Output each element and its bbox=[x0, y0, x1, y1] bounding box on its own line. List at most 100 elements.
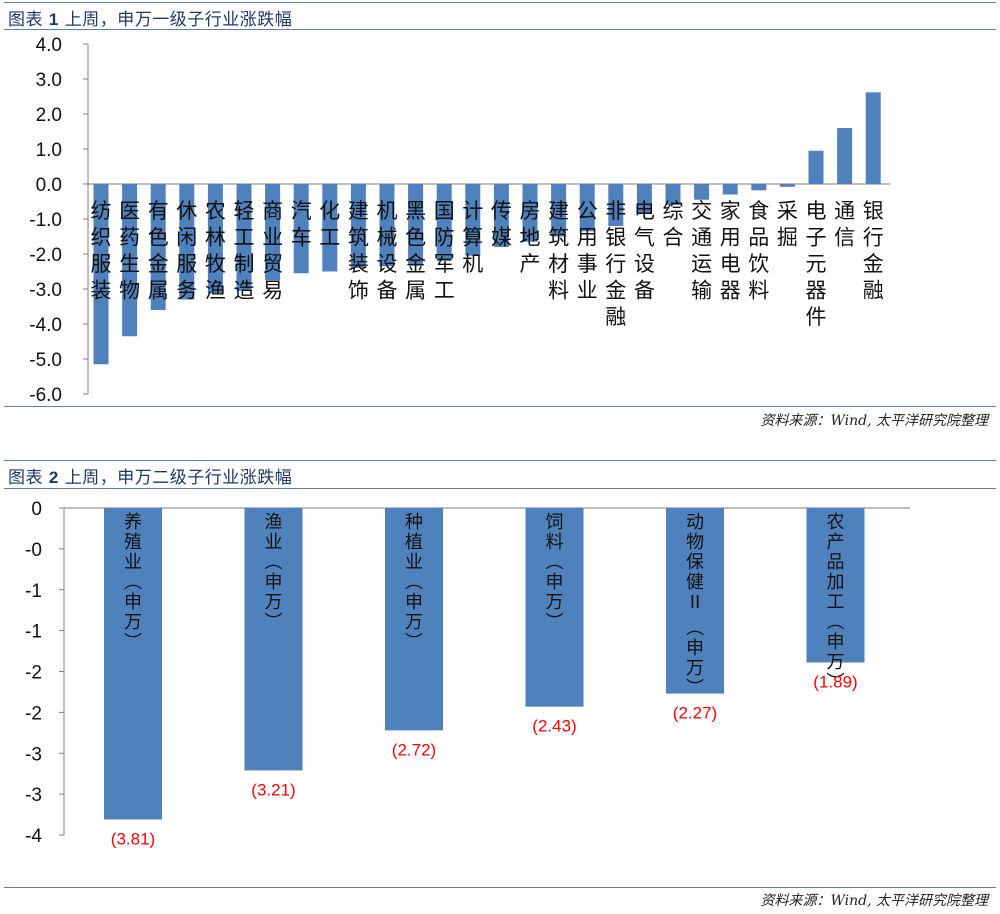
chart2-category-label: 养殖业︵申万︶ bbox=[124, 512, 142, 653]
chart1-top-rule bbox=[4, 2, 996, 3]
chart1-y-tick-label: 2.0 bbox=[36, 105, 62, 126]
chart1-bar bbox=[522, 184, 538, 242]
chart2-data-label: (3.81) bbox=[111, 829, 155, 848]
chart1-category-label: 家用电器 bbox=[720, 199, 741, 303]
chart1-bar bbox=[865, 92, 881, 184]
chart1-category-label: 采掘 bbox=[777, 199, 798, 250]
chart1-bar bbox=[322, 184, 338, 272]
chart2-bar bbox=[525, 508, 584, 707]
chart1-bar bbox=[579, 184, 595, 232]
chart1-bar bbox=[265, 184, 281, 281]
chart1-y-tick-label: -1.0 bbox=[29, 210, 62, 231]
chart1-category-label: 银行金融 bbox=[863, 199, 884, 303]
chart1-bar bbox=[751, 184, 767, 191]
chart1-y-tick-label: 3.0 bbox=[36, 70, 62, 91]
chart1-bar bbox=[350, 184, 366, 268]
chart1-bar bbox=[493, 184, 509, 247]
chart1-bar bbox=[837, 128, 853, 184]
chart2-category-label: 动物保健 II ︵申万︶ bbox=[686, 512, 704, 699]
chart1-bar bbox=[236, 184, 252, 291]
chart2-y-tick-label: -3 bbox=[25, 785, 42, 806]
chart2-y-tick-label: -4 bbox=[25, 826, 42, 847]
chart1-category-label: 有色金属 bbox=[148, 199, 169, 303]
chart1-category-label: 通信 bbox=[834, 199, 855, 250]
chart1-y-tick-label: -3.0 bbox=[29, 280, 62, 301]
chart2-y-tick-label: -2 bbox=[25, 663, 42, 684]
chart1-bar bbox=[551, 184, 567, 237]
chart1-category-label: 建筑材料 bbox=[548, 199, 569, 303]
chart1-category-label: 食品饮料 bbox=[748, 199, 769, 303]
chart1-bar bbox=[608, 184, 624, 226]
chart1-category-label: 农林牧渔 bbox=[205, 199, 226, 303]
chart2-y-tick-label: 0 bbox=[31, 499, 42, 520]
chart1-source: 资料来源：Wind, 太平洋研究院整理 bbox=[760, 413, 989, 429]
chart1-bottom-rule bbox=[4, 406, 996, 407]
chart2-data-label: (2.72) bbox=[392, 740, 436, 759]
chart1-category-label: 化工 bbox=[319, 199, 340, 250]
chart2-data-label: (2.43) bbox=[532, 717, 576, 736]
chart1-title-rule bbox=[4, 29, 996, 30]
chart1-y-tick-label: -4.0 bbox=[29, 315, 62, 336]
chart1-bar bbox=[665, 184, 681, 205]
chart1-bar bbox=[465, 184, 481, 256]
chart2-bar bbox=[385, 508, 443, 731]
chart1-bar bbox=[722, 184, 738, 195]
chart1-bar bbox=[436, 184, 452, 261]
chart2-top-rule bbox=[4, 460, 996, 461]
chart1-category-label: 轻工制造 bbox=[234, 199, 255, 303]
chart2-y-tick-label: -1 bbox=[25, 622, 42, 643]
chart2-title: 图表 2 上周，申万二级子行业涨跌幅 bbox=[8, 468, 293, 488]
chart1-category-label: 非银行金融 bbox=[605, 199, 626, 329]
chart2-data-label: (2.27) bbox=[673, 704, 717, 723]
chart1-y-tick-label: 0.0 bbox=[36, 175, 62, 196]
chart1-y-tick-label: -6.0 bbox=[29, 385, 62, 406]
chart1-category-label: 计算机 bbox=[462, 199, 483, 276]
chart1-svg: 4.0 3.0 2.0 1.0 0.0 -1.0 -2.0 -3.0 -4.0 -5.0 -6.0 纺… bbox=[29, 35, 890, 406]
chart1-bar bbox=[808, 150, 824, 184]
chart1-bar bbox=[179, 184, 195, 300]
chart1-bar bbox=[408, 184, 424, 265]
chart2-category-label: 渔业︵申万︶ bbox=[265, 512, 283, 633]
chart2-y-tick-label: -3 bbox=[25, 744, 42, 765]
chart1-category-label: 医药生物 bbox=[119, 199, 140, 303]
chart2-title-rule bbox=[4, 488, 996, 489]
chart1-category-label: 黑色金属 bbox=[405, 199, 426, 303]
chart2-y-tick-label: -1 bbox=[25, 581, 42, 602]
chart1-category-label: 房地产 bbox=[520, 199, 541, 276]
chart2-bar bbox=[104, 508, 162, 820]
chart1-bar bbox=[93, 184, 109, 365]
chart2-bar bbox=[666, 508, 724, 694]
chart2-category-label: 饲料︵申万︶ bbox=[546, 512, 564, 633]
chart1-category-label: 机械设备 bbox=[377, 199, 398, 303]
chart1-category-label: 休闲服务 bbox=[176, 199, 197, 303]
chart1-category-label: 综合 bbox=[663, 199, 684, 250]
chart1-category-label: 公用事业 bbox=[577, 199, 598, 303]
chart2-bottom-rule bbox=[4, 887, 996, 888]
chart1-bar bbox=[207, 184, 223, 294]
chart1-category-label: 商业贸易 bbox=[262, 199, 283, 303]
chart1-category-label: 纺织服装 bbox=[91, 199, 112, 303]
chart1-category-label: 汽车 bbox=[291, 199, 312, 250]
chart2-y-tick-label: -0 bbox=[25, 540, 42, 561]
chart2-data-label: (1.89) bbox=[813, 673, 857, 692]
chart2-source: 资料来源：Wind, 太平洋研究院整理 bbox=[760, 893, 989, 909]
chart2-category-label: 种植业︵申万︶ bbox=[405, 512, 423, 653]
chart2-bar bbox=[244, 508, 303, 771]
chart1-title: 图表 1 上周，申万一级子行业涨跌幅 bbox=[8, 10, 293, 30]
chart1-category-label: 交通运输 bbox=[691, 199, 712, 303]
chart1-bar bbox=[636, 184, 652, 214]
chart1-bar bbox=[694, 184, 710, 200]
chart1-category-label: 建筑装饰 bbox=[348, 199, 369, 303]
chart1-y-tick-label: -5.0 bbox=[29, 350, 62, 371]
chart2-data-label: (3.21) bbox=[251, 780, 295, 799]
chart1-y-tick-label: 1.0 bbox=[36, 140, 62, 161]
chart1-y-tick-label: 4.0 bbox=[36, 35, 62, 56]
chart2-category-label: 农产品加工︵申万︶ bbox=[827, 512, 845, 693]
chart1-y-tick-label: -2.0 bbox=[29, 245, 62, 266]
chart1-bar bbox=[293, 184, 309, 274]
chart1-bar bbox=[779, 184, 795, 187]
chart1-category-label: 国防军工 bbox=[434, 199, 455, 303]
chart1-bar bbox=[379, 184, 395, 267]
chart2-y-tick-label: -2 bbox=[25, 703, 42, 724]
